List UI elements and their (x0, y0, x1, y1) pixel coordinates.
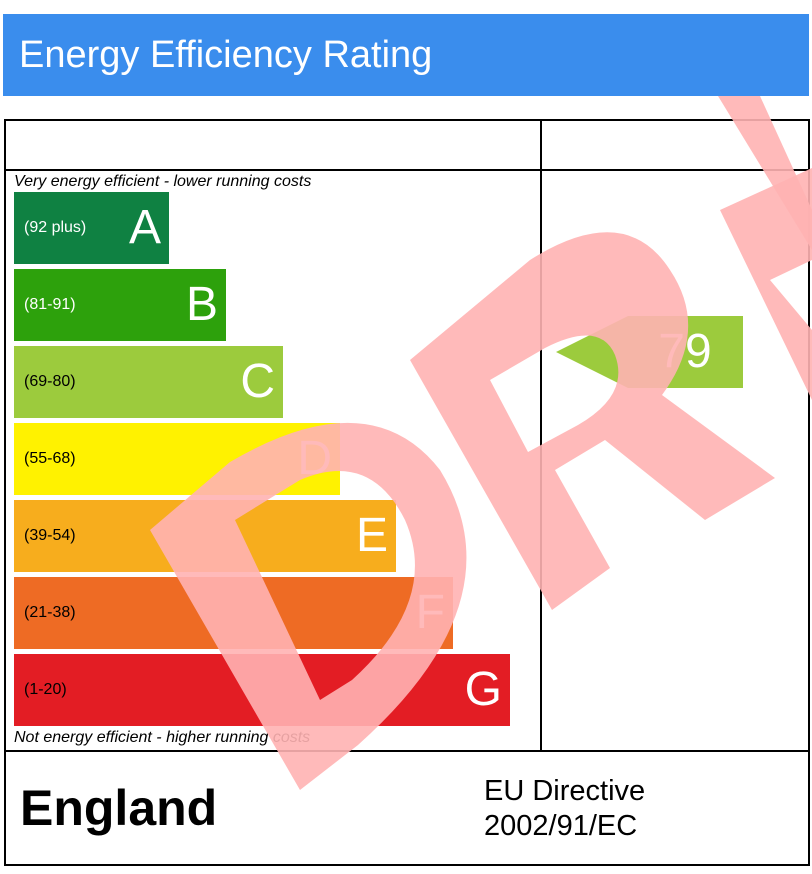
band-g: (1-20) G (14, 654, 510, 726)
band-f-range: (21-38) (24, 604, 76, 621)
band-c: (69-80) C (14, 346, 283, 418)
band-e: (39-54) E (14, 500, 396, 572)
title-bar: Energy Efficiency Rating (3, 14, 809, 96)
band-b-letter: B (185, 278, 218, 331)
band-a-range: (92 plus) (24, 219, 87, 236)
footer-divider (4, 750, 810, 752)
band-b: (81-91) B (14, 269, 226, 341)
current-rating-value: 79 (658, 325, 712, 378)
band-d-letter: D (297, 432, 332, 485)
band-g-range: (1-20) (24, 681, 67, 698)
band-a-letter: A (128, 201, 161, 254)
column-divider (540, 119, 542, 751)
band-f: (21-38) F (14, 577, 453, 649)
rating-frame (4, 119, 810, 866)
eu-directive: EU Directive 2002/91/EC (484, 774, 645, 844)
eu-directive-line1: EU Directive (484, 775, 646, 807)
band-a: (92 plus) A (14, 192, 169, 264)
band-b-range: (81-91) (24, 296, 76, 313)
region-label: England (20, 780, 218, 836)
bottom-caption: Not energy efficient - higher running co… (14, 729, 311, 746)
header-divider (4, 169, 810, 171)
page-title: Energy Efficiency Rating (19, 34, 433, 76)
eu-directive-code: 2002/91/EC (484, 810, 638, 842)
top-caption: Very energy efficient - lower running co… (14, 173, 312, 190)
band-e-letter: E (355, 509, 388, 562)
band-d-range: (55-68) (24, 450, 76, 467)
band-c-letter: C (240, 355, 275, 408)
band-d: (55-68) D (14, 423, 340, 495)
band-f-letter: F (415, 586, 445, 639)
band-e-range: (39-54) (24, 527, 76, 544)
band-g-letter: G (464, 663, 502, 716)
band-c-range: (69-80) (24, 373, 76, 390)
